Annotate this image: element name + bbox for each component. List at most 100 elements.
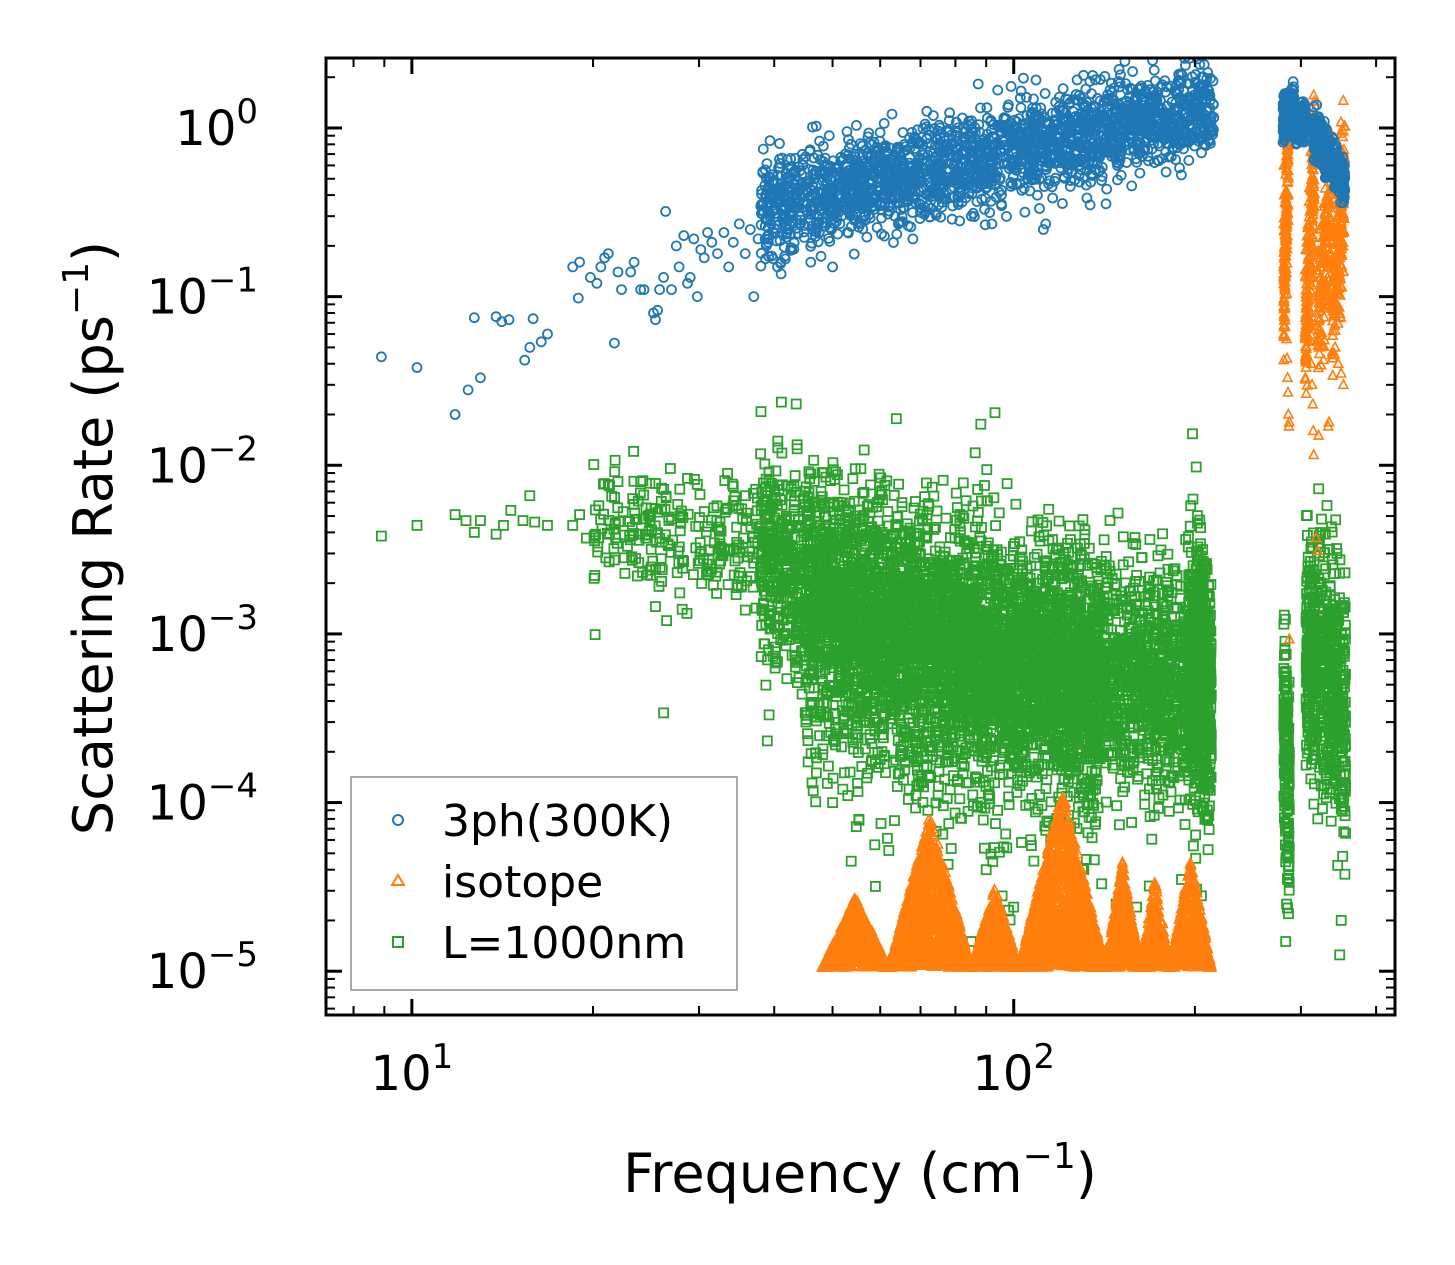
data-point: [755, 448, 766, 460]
data-point: [892, 511, 904, 523]
data-point: [893, 478, 904, 490]
data-point: [688, 569, 699, 580]
data-point: [653, 581, 665, 592]
data-point: [716, 542, 727, 554]
data-point: [770, 653, 781, 664]
data-point: [785, 490, 797, 502]
data-point: [730, 589, 742, 600]
series-boundary: [375, 396, 1351, 970]
data-point: [720, 504, 732, 515]
data-point: [1053, 515, 1065, 527]
data-point: [645, 502, 657, 514]
data-point: [830, 466, 841, 478]
data-point: [979, 842, 990, 854]
data-point: [681, 608, 693, 619]
data-point: [848, 495, 860, 507]
data-point: [703, 569, 714, 581]
data-point: [589, 629, 601, 640]
data-point: [731, 521, 743, 533]
data-point: [882, 506, 894, 517]
data-point: [737, 542, 749, 554]
data-point: [758, 533, 770, 545]
data-point: [732, 552, 744, 564]
data-point: [888, 489, 900, 501]
data-point: [640, 532, 652, 544]
data-point: [761, 735, 773, 747]
data-point: [770, 465, 782, 477]
data-point: [654, 533, 666, 544]
data-point: [627, 493, 639, 505]
data-point: [870, 881, 881, 892]
data-point: [734, 567, 746, 578]
data-point: [1179, 819, 1191, 830]
data-point: [609, 466, 621, 478]
data-point: [789, 470, 801, 482]
data-point: [990, 818, 1001, 829]
data-point: [838, 484, 850, 496]
data-point: [977, 814, 989, 826]
data-point: [760, 679, 772, 691]
data-point: [1117, 531, 1129, 543]
data-point: [708, 502, 720, 514]
data-point: [678, 555, 690, 567]
data-point: [629, 507, 641, 519]
data-point: [969, 447, 981, 459]
data-point: [611, 537, 623, 549]
data-point: [674, 483, 686, 495]
data-point: [940, 512, 952, 524]
data-point: [776, 447, 788, 459]
data-point: [755, 651, 767, 662]
data-point: [869, 839, 881, 851]
data-point: [891, 781, 903, 792]
data-point: [740, 490, 751, 502]
data-point: [776, 396, 787, 408]
data-point: [1098, 534, 1110, 546]
data-point: [694, 512, 705, 523]
data-point: [889, 815, 900, 826]
data-point: [741, 575, 753, 587]
data-point: [647, 555, 659, 567]
data-point: [603, 556, 615, 568]
data-point: [663, 515, 675, 526]
data-point: [989, 407, 1001, 419]
data-point: [588, 459, 600, 470]
data-point: [706, 514, 717, 526]
data-point: [950, 487, 962, 499]
data-point: [761, 510, 772, 522]
data-point: [690, 542, 702, 554]
data-point: [672, 498, 684, 510]
data-point: [649, 520, 661, 532]
data-point: [694, 489, 706, 500]
data-point: [763, 709, 775, 721]
data-point: [791, 439, 803, 451]
data-point: [700, 526, 712, 538]
data-point: [637, 567, 648, 578]
data-point: [937, 828, 949, 840]
data-point: [772, 435, 784, 447]
data-point: [628, 445, 639, 457]
data-point: [711, 588, 722, 599]
data-point: [748, 557, 760, 569]
data-point: [728, 569, 740, 581]
data-point: [606, 490, 618, 502]
data-point: [1144, 534, 1156, 545]
data-point: [1010, 498, 1022, 510]
data-point: [849, 463, 861, 475]
data-point: [808, 454, 820, 466]
data-point: [719, 475, 731, 487]
data-point: [873, 468, 885, 480]
data-point: [619, 552, 630, 564]
data-point: [671, 567, 683, 579]
data-point: [714, 531, 725, 543]
data-point: [630, 552, 641, 564]
data-point: [667, 534, 679, 546]
data-point: [627, 554, 638, 566]
data-point: [810, 796, 822, 808]
data-point: [619, 568, 631, 579]
data-point: [755, 406, 767, 418]
data-point: [592, 541, 604, 553]
data-point: [823, 760, 834, 772]
data-point: [1040, 783, 1052, 794]
data-point: [712, 521, 724, 533]
